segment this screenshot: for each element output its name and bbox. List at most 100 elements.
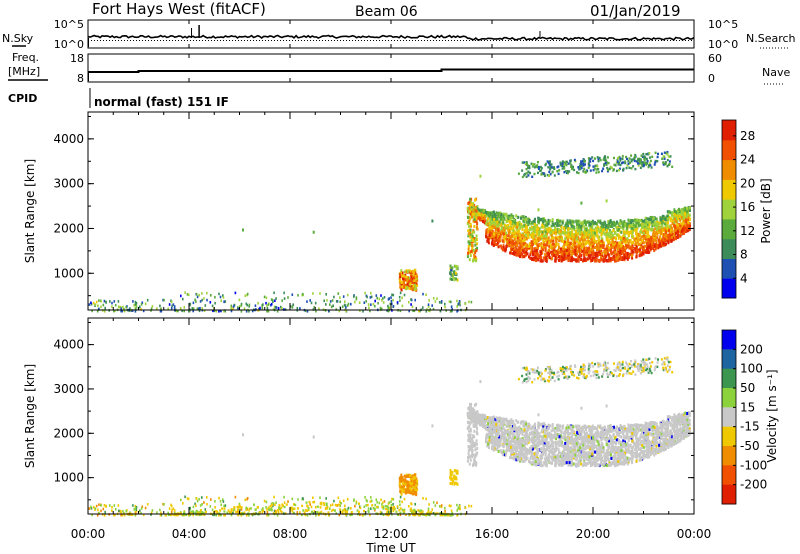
power-cell	[589, 259, 592, 263]
noise-traces	[87, 20, 695, 48]
power-cell	[521, 175, 524, 179]
power-cell	[604, 158, 607, 162]
power-cell	[187, 293, 190, 297]
velocity-cell	[381, 501, 384, 505]
velocity-cell	[346, 508, 349, 511]
power-cell	[488, 216, 491, 220]
power-cell	[522, 255, 525, 259]
power-cell	[604, 225, 607, 229]
power-cell	[425, 310, 428, 313]
power-cell	[617, 255, 620, 259]
velocity-cell	[280, 509, 282, 513]
power-cell	[270, 302, 273, 306]
power-cell	[498, 235, 501, 239]
velocity-cell	[274, 509, 277, 513]
power-cell	[610, 235, 613, 239]
power-cell	[186, 293, 189, 296]
power-cell	[560, 225, 563, 229]
power-cell	[518, 253, 521, 257]
power-cell	[544, 233, 547, 237]
velocity-cell	[283, 495, 285, 499]
power-cell	[580, 167, 583, 170]
power-cell	[401, 271, 404, 275]
power-cell	[339, 296, 341, 299]
power-cell	[230, 307, 232, 310]
velocity-cell	[334, 503, 337, 507]
power-cell	[661, 241, 664, 245]
power-cell	[609, 248, 612, 252]
power-cell	[539, 234, 542, 238]
velocity-cell	[339, 504, 341, 508]
power-cell	[624, 161, 627, 165]
power-cell	[606, 229, 608, 232]
power-cell	[502, 244, 505, 248]
velocity-cell	[404, 513, 407, 516]
power-cell	[610, 252, 613, 256]
velocity-cell	[345, 513, 347, 516]
power-cell	[558, 223, 561, 227]
velocity-cell	[431, 508, 433, 511]
power-cell	[615, 169, 618, 173]
power-cell	[467, 216, 470, 220]
velocity-cell	[248, 507, 251, 511]
power-cell	[595, 245, 598, 249]
power-cell	[538, 218, 541, 222]
power-cell	[545, 251, 548, 255]
noise-tick-right-low: 10^0	[708, 38, 738, 51]
power-cell	[493, 225, 496, 229]
nave-tick-high: 60	[708, 52, 722, 65]
power-cell	[328, 309, 330, 313]
power-cell	[510, 220, 512, 224]
power-cell	[646, 236, 649, 239]
power-cell	[562, 253, 564, 257]
velocity-cell	[173, 509, 176, 512]
power-cell	[504, 226, 507, 230]
power-cell	[251, 309, 254, 313]
power-cell	[513, 229, 516, 233]
power-cell	[668, 236, 671, 240]
beam-title: Beam 06	[355, 4, 418, 20]
power-cell	[473, 218, 476, 222]
power-cell	[685, 215, 688, 219]
power-cell	[663, 217, 666, 221]
power-cell	[579, 230, 582, 234]
power-cell	[554, 243, 557, 247]
power-cell	[470, 197, 473, 201]
power-cell	[622, 237, 625, 240]
power-cell	[555, 253, 557, 257]
velocity-cell	[237, 510, 239, 513]
power-cell	[609, 257, 612, 261]
power-cell	[616, 244, 619, 248]
power-cell	[505, 247, 507, 251]
power-cell	[587, 241, 590, 245]
power-cell	[594, 245, 597, 249]
power-cell	[592, 241, 595, 245]
power-cell	[309, 299, 311, 302]
power-cell	[637, 218, 640, 222]
velocity-cell	[206, 496, 208, 499]
power-cell	[405, 270, 408, 274]
power-cell	[633, 159, 636, 163]
power-cell	[631, 223, 634, 227]
power-cell	[549, 167, 552, 170]
power-cell	[496, 238, 499, 242]
power-cell	[176, 309, 178, 313]
power-cell	[662, 243, 665, 247]
power-cell	[607, 161, 610, 165]
power-cell	[133, 304, 135, 307]
power-cell	[595, 171, 598, 174]
power-cell	[577, 249, 580, 253]
velocity-cell	[387, 508, 389, 512]
velocity-cell	[180, 512, 182, 515]
velocity-cell	[370, 499, 373, 503]
power-cell	[532, 228, 535, 232]
power-cell	[274, 305, 277, 309]
colorbar-swatch	[722, 179, 736, 200]
power-cell	[547, 251, 550, 255]
power-cell	[366, 295, 368, 299]
power-cell	[565, 163, 568, 167]
power-cell	[661, 238, 663, 242]
power-cell	[609, 231, 611, 235]
power-cell	[597, 227, 599, 231]
power-cell	[510, 246, 513, 250]
